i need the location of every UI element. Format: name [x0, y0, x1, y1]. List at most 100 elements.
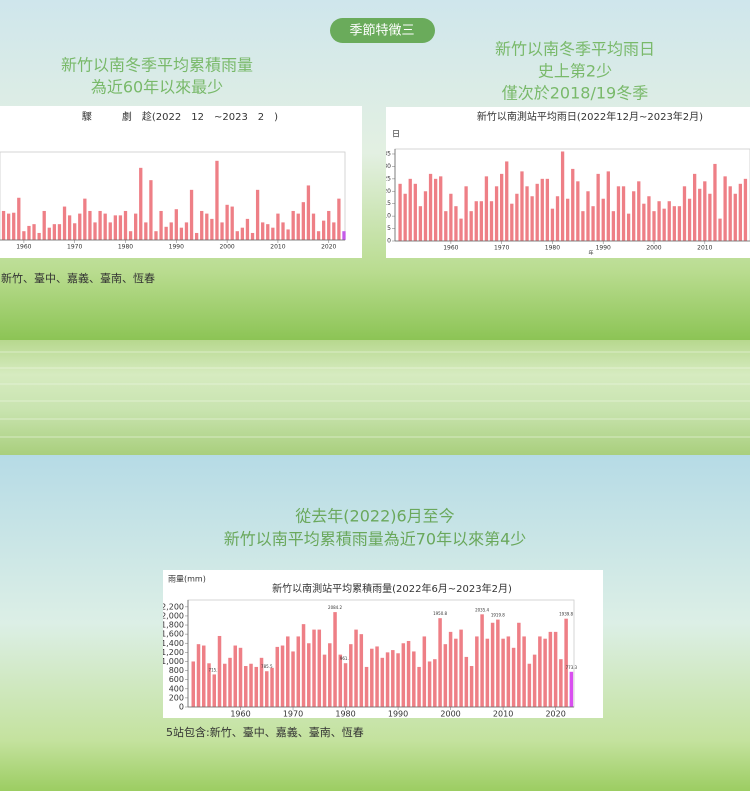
bar [401, 643, 406, 707]
bar [459, 218, 463, 241]
bar [169, 222, 173, 240]
bar [520, 171, 524, 241]
bar [62, 206, 67, 240]
bar [184, 222, 189, 240]
bar [202, 645, 206, 707]
bar [233, 645, 238, 707]
y-tick-label: 2,200 [161, 602, 184, 611]
bar [225, 204, 229, 240]
bar [596, 173, 600, 241]
bar [403, 193, 407, 241]
bar [370, 648, 374, 707]
bar [17, 197, 21, 240]
bar [78, 213, 82, 240]
bar [164, 226, 168, 240]
chart: 驟 劇 趁(2022 12 ~2023 2 ) 1960 1970 1980 1990 2… [0, 106, 362, 258]
bar [189, 189, 194, 240]
bar [391, 650, 395, 707]
bar [217, 635, 222, 707]
bar [406, 640, 411, 707]
bar [291, 210, 295, 240]
bar [254, 666, 259, 707]
bar [322, 220, 326, 240]
badge-text: 季節特徵三 [349, 24, 414, 39]
bar [560, 151, 565, 241]
bar [343, 663, 348, 707]
bar [527, 663, 532, 707]
value-label: 961.7 [340, 656, 352, 661]
bar [428, 173, 433, 241]
bar [261, 222, 265, 240]
bar [88, 210, 92, 240]
bar [118, 215, 123, 240]
bar [703, 181, 707, 241]
x-tick-label: 1980 [335, 710, 355, 719]
bar [479, 201, 483, 241]
bar [723, 176, 727, 241]
bar [128, 231, 133, 240]
bar [500, 173, 504, 241]
bar [692, 173, 697, 241]
bar [67, 215, 72, 240]
bar [271, 227, 275, 240]
bar [564, 618, 568, 707]
bar [459, 629, 463, 707]
bar [555, 196, 560, 241]
bar [149, 180, 153, 240]
x-tick-label: 1990 [596, 245, 611, 252]
bar [328, 643, 332, 707]
bar [433, 659, 437, 707]
bar [275, 646, 280, 707]
y-tick-label: 600 [169, 675, 184, 684]
chart-title: 驟 劇 趁(2022 12 ~2023 2 ) [82, 110, 278, 123]
bar [375, 646, 379, 707]
x-tick-label: 2020 [545, 710, 565, 719]
bar [733, 193, 737, 241]
value-label: 715.3 [209, 667, 221, 672]
bar [57, 224, 62, 240]
bar [103, 213, 107, 240]
bar [413, 183, 417, 241]
bar [205, 213, 209, 240]
x-tick-label: 2000 [440, 710, 460, 719]
bar [307, 643, 311, 707]
bar [32, 224, 36, 240]
bar [333, 612, 337, 707]
x-tick-label: 1980 [545, 245, 560, 252]
bar [718, 218, 722, 241]
chart: 新竹以南測站平均雨日(2022年12月~2023年2月) 日年 0 5 10 15 20 25… [383, 107, 750, 258]
bar [606, 171, 610, 241]
bar [238, 647, 243, 707]
bar [532, 654, 537, 707]
bar [480, 614, 484, 707]
bar [489, 201, 494, 241]
bar [738, 183, 743, 241]
x-tick-label: 1960 [16, 244, 31, 251]
x-axis-label: 年 [588, 250, 593, 257]
slide-title: 新竹以南平均累積雨量為近70年以來第4少 [224, 530, 527, 549]
bar [540, 178, 544, 241]
bar [280, 645, 285, 707]
bar [174, 209, 178, 240]
y-tick-label: 1,200 [161, 648, 184, 657]
bar [672, 206, 676, 241]
bar [550, 208, 555, 241]
bar [83, 198, 87, 240]
bar [311, 213, 316, 240]
bar [469, 666, 474, 707]
bar [359, 634, 364, 707]
bar [687, 198, 692, 241]
y-tick-label: 5 [387, 225, 391, 232]
bar [144, 222, 148, 240]
bar [530, 196, 534, 241]
y-tick-label: 30 [383, 163, 391, 170]
bar [439, 176, 443, 241]
bar [191, 661, 196, 707]
bar [196, 644, 201, 707]
x-tick-label: 2000 [219, 244, 234, 251]
bar [134, 213, 138, 240]
bar [154, 231, 158, 240]
bar [647, 196, 651, 241]
bar [642, 203, 646, 241]
bar [42, 210, 46, 240]
